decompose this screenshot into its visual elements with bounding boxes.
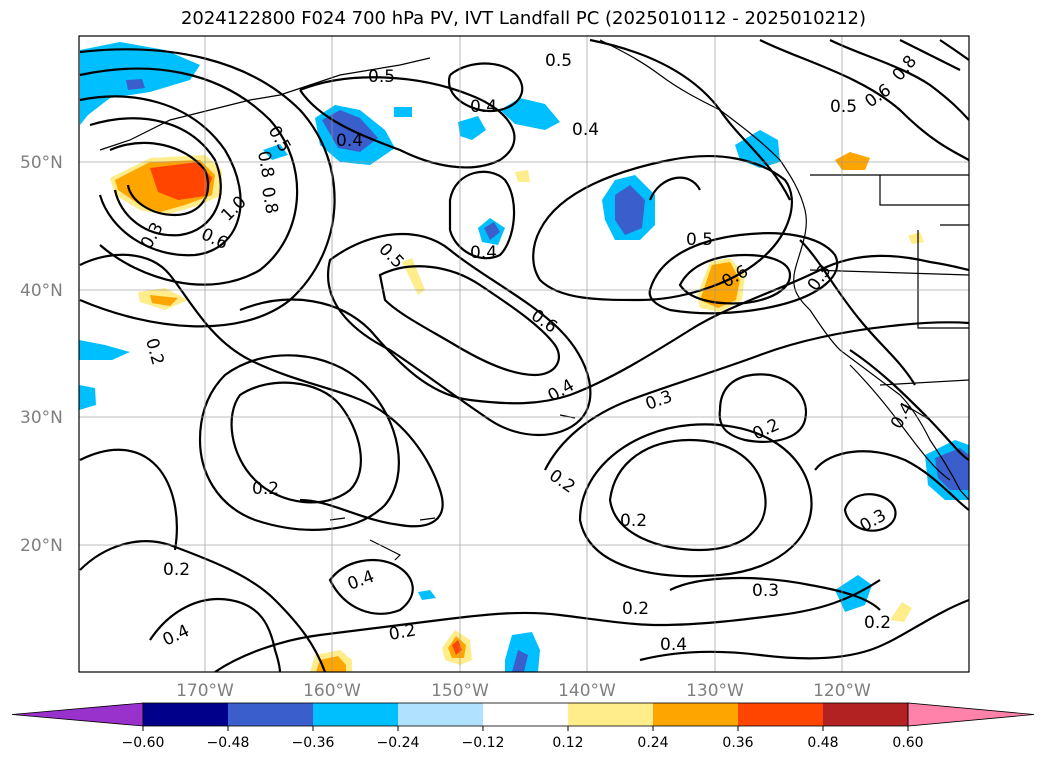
- lon-label-160w: 160°W: [303, 681, 361, 701]
- contour-label: 0.5: [545, 51, 572, 71]
- colorbar-segment: [228, 703, 313, 726]
- colorbar-outline: [142, 702, 909, 727]
- contour-label: 0.4: [336, 131, 363, 151]
- lat-label-20n: 20°N: [20, 536, 63, 556]
- pv-contours: [79, 38, 969, 672]
- colorbar-tick-label: −0.24: [377, 735, 420, 751]
- contour-label: 0.4: [660, 635, 687, 655]
- colorbar-extend-low: [11, 702, 144, 727]
- contour-label: 0.3: [752, 581, 779, 601]
- colorbar-segment: [143, 703, 228, 726]
- contour-label: 0.4: [572, 120, 599, 140]
- colorbar-segment: [738, 703, 823, 726]
- map-frame: [78, 35, 970, 673]
- latitude-labels: 50°N 40°N 30°N 20°N: [20, 153, 63, 556]
- colorbar: −0.60 −0.48 −0.36 −0.24 −0.12 0.12 0.24 0.36 0.4…: [11, 702, 1035, 751]
- lat-label-40n: 40°N: [20, 281, 63, 301]
- colorbar-tick-label: −0.60: [122, 735, 165, 751]
- contour-label: 0.5: [686, 230, 713, 250]
- colorbar-tick-label: 0.24: [637, 735, 668, 751]
- lon-label-150w: 150°W: [431, 681, 489, 701]
- contour-label: 0.2: [864, 613, 891, 633]
- colorbar-tick-label: −0.36: [292, 735, 335, 751]
- map-panel: [79, 36, 969, 672]
- contour-label: 0.5: [368, 67, 395, 87]
- shaded-patches: [79, 42, 969, 672]
- longitude-labels: 170°W 160°W 150°W 140°W 130°W 120°W: [176, 681, 871, 701]
- colorbar-tick-label: −0.48: [207, 735, 250, 751]
- contour-label: 0.2: [252, 479, 279, 499]
- contour-label: 0.4: [470, 243, 497, 263]
- contour-label: 0.2: [622, 599, 649, 619]
- colorbar-segment: [568, 703, 653, 726]
- contour-label: 0.8: [253, 149, 277, 179]
- contour-label: 0.2: [163, 560, 190, 580]
- lat-label-30n: 30°N: [20, 408, 63, 428]
- colorbar-segment: [483, 703, 568, 726]
- colorbar-tick-label: 0.60: [892, 735, 923, 751]
- contour-label: 0.4: [470, 97, 497, 117]
- lon-label-140w: 140°W: [558, 681, 616, 701]
- colorbar-extend-high: [907, 702, 1035, 727]
- colorbar-tick-label: 0.36: [722, 735, 753, 751]
- map-gridlines: [79, 36, 969, 672]
- contour-label: 0.8: [257, 185, 281, 215]
- lon-label-120w: 120°W: [813, 681, 871, 701]
- colorbar-tick-label: −0.12: [462, 735, 505, 751]
- lon-label-170w: 170°W: [176, 681, 234, 701]
- contour-label: 0.2: [387, 621, 417, 645]
- contour-label: 0.5: [830, 97, 857, 117]
- figure-title: 2024122800 F024 700 hPa PV, IVT Landfall…: [180, 8, 867, 29]
- lat-label-50n: 50°N: [20, 153, 63, 173]
- coastlines: [99, 39, 969, 561]
- colorbar-segment: [313, 703, 398, 726]
- colorbar-tick-label: 0.12: [552, 735, 583, 751]
- contour-label: 0.2: [620, 511, 647, 531]
- lon-label-130w: 130°W: [686, 681, 744, 701]
- colorbar-segment: [823, 703, 908, 726]
- colorbar-tick-label: 0.48: [807, 735, 838, 751]
- colorbar-segment: [653, 703, 738, 726]
- colorbar-segment: [398, 703, 483, 726]
